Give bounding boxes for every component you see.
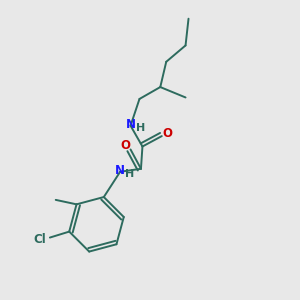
Text: N: N: [126, 118, 136, 131]
Text: H: H: [136, 123, 145, 133]
Text: O: O: [120, 140, 130, 152]
Text: N: N: [115, 164, 124, 177]
Text: H: H: [125, 169, 134, 179]
Text: Cl: Cl: [33, 232, 46, 245]
Text: O: O: [162, 127, 172, 140]
